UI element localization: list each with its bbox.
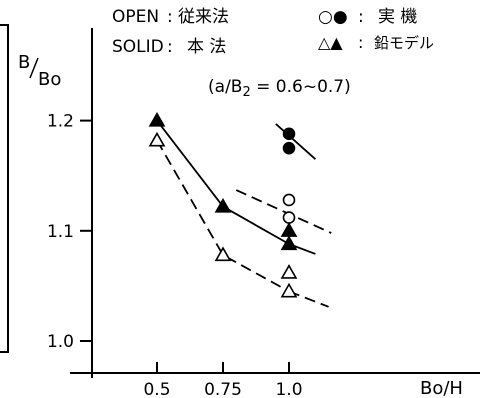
legend-triangle-sep: : — [358, 33, 363, 52]
y-axis-label-main: B — [18, 52, 30, 73]
marker-model_open-1 — [214, 246, 232, 262]
legend-triangle-symbols: △▲ — [318, 33, 343, 52]
data-markers — [148, 111, 298, 298]
legend-triangle-text: 鉛モデル — [374, 34, 434, 52]
ticks: 1.0 1.1 1.2 0.5 0.75 1.0 — [47, 112, 303, 398]
marker-model_open_a — [280, 282, 298, 298]
y-axis-label-sub: Bo — [38, 69, 61, 90]
y-axis-label-slash — [29, 57, 39, 79]
legend-solid-text: 本 法 — [187, 37, 226, 57]
x-tick-label-0: 0.5 — [143, 380, 170, 398]
legend-open-text: 従来法 — [178, 7, 229, 27]
trend-line-machine_solid — [275, 123, 316, 160]
legend-open-label: OPEN — [112, 7, 159, 27]
legend-solid-label: SOLID — [112, 37, 164, 57]
annotation: (a/B2 = 0.6~0.7) — [208, 77, 351, 100]
y-tick-label-2: 1.2 — [47, 112, 74, 132]
series-line-model_open — [156, 139, 290, 293]
left-frame-fragment — [0, 24, 9, 353]
series-line-model_solid — [156, 120, 290, 245]
legend-solid-sep: : — [167, 37, 173, 57]
marker-machine_solid_a — [282, 127, 296, 141]
x-tick-label-2: 1.0 — [275, 380, 302, 398]
marker-model_solid-0 — [148, 111, 166, 127]
x-axis-label: Bo/H — [420, 378, 463, 398]
y-tick-label-0: 1.0 — [47, 332, 74, 352]
trend-line-machine_open — [235, 189, 332, 234]
marker-machine_open_b — [282, 211, 296, 224]
legend-circle-text: 実 機 — [378, 7, 417, 27]
marker-machine_open_a — [282, 193, 296, 207]
trend-line-model_open_tail — [288, 290, 329, 308]
marker-machine_solid_b — [282, 141, 296, 155]
data-lines — [156, 120, 332, 308]
marker-model_solid-1 — [214, 197, 232, 213]
marker-model_solid_a — [280, 235, 298, 251]
x-tick-label-1: 0.75 — [204, 380, 242, 398]
legend-circle-sep: : — [358, 7, 364, 27]
legend-open-sep: : — [167, 7, 173, 27]
y-tick-label-1: 1.1 — [47, 222, 74, 242]
marker-model_open_b — [280, 264, 298, 279]
marker-model_solid_b — [280, 222, 298, 237]
marker-model_open-0 — [148, 131, 166, 147]
legend-circle-symbols: ○● — [318, 7, 348, 27]
